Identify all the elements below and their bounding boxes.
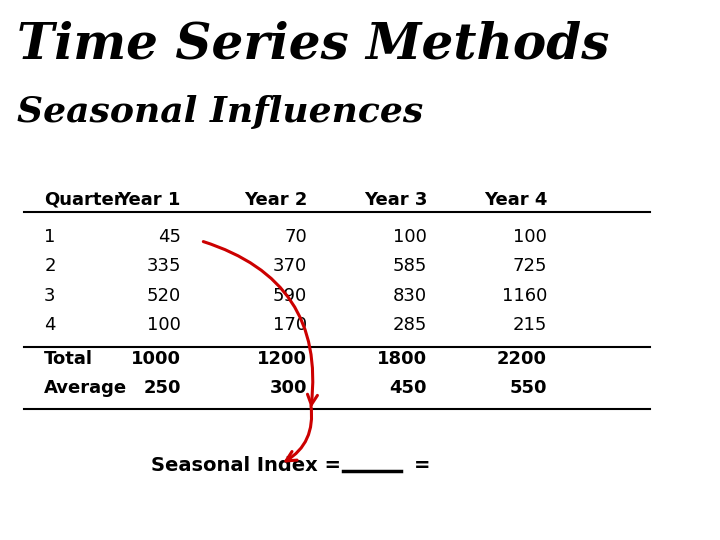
- Text: 250: 250: [143, 379, 181, 396]
- Text: =: =: [414, 456, 431, 475]
- Text: Year 2: Year 2: [244, 191, 307, 209]
- Text: 1200: 1200: [257, 350, 307, 368]
- Text: 285: 285: [393, 316, 427, 334]
- Text: 3: 3: [44, 287, 55, 305]
- Text: 1000: 1000: [131, 350, 181, 368]
- Text: 215: 215: [513, 316, 547, 334]
- Text: Quarter: Quarter: [44, 191, 122, 209]
- Text: Year 3: Year 3: [364, 191, 427, 209]
- Text: 100: 100: [147, 316, 181, 334]
- Text: 550: 550: [510, 379, 547, 396]
- Text: Year 4: Year 4: [484, 191, 547, 209]
- Text: 100: 100: [393, 228, 427, 246]
- Text: 520: 520: [146, 287, 181, 305]
- Text: 170: 170: [273, 316, 307, 334]
- Text: 2: 2: [44, 258, 55, 275]
- Text: 300: 300: [270, 379, 307, 396]
- Text: 590: 590: [273, 287, 307, 305]
- Text: 335: 335: [146, 258, 181, 275]
- Text: 370: 370: [273, 258, 307, 275]
- Text: 70: 70: [284, 228, 307, 246]
- Text: 450: 450: [390, 379, 427, 396]
- Text: Seasonal Influences: Seasonal Influences: [17, 94, 424, 129]
- Text: 4: 4: [44, 316, 55, 334]
- Text: Year 1: Year 1: [117, 191, 181, 209]
- Text: 585: 585: [393, 258, 427, 275]
- Text: Total: Total: [44, 350, 93, 368]
- Text: Time Series Methods: Time Series Methods: [17, 20, 610, 69]
- Text: 45: 45: [158, 228, 181, 246]
- Text: 1: 1: [44, 228, 55, 246]
- Text: Average: Average: [44, 379, 127, 396]
- Text: 830: 830: [393, 287, 427, 305]
- Text: 2200: 2200: [497, 350, 547, 368]
- Text: Seasonal Index =: Seasonal Index =: [150, 456, 341, 475]
- Text: 725: 725: [513, 258, 547, 275]
- Text: 1800: 1800: [377, 350, 427, 368]
- Text: 100: 100: [513, 228, 547, 246]
- Text: 1160: 1160: [502, 287, 547, 305]
